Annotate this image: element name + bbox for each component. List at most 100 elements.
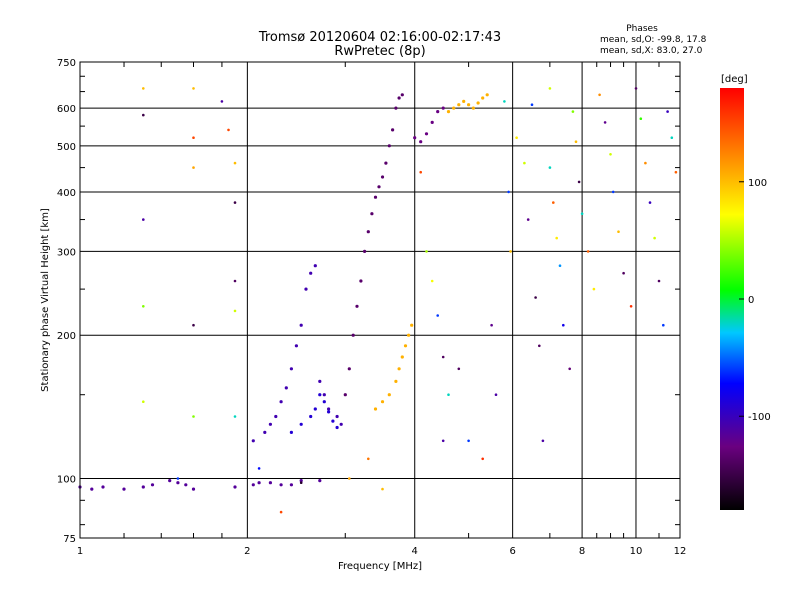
scattered-point: [142, 218, 145, 221]
scattered-point: [574, 140, 578, 143]
scattered-point: [670, 136, 674, 139]
y-tick-label: 750: [57, 58, 76, 69]
echo-point: [191, 487, 196, 491]
scattered-point: [441, 439, 445, 443]
echo-point: [476, 101, 480, 105]
echo-point: [394, 106, 398, 110]
scattered-point: [603, 121, 607, 124]
echo-point: [462, 99, 466, 103]
scattered-point: [233, 201, 237, 204]
phases-line-o: mean, sd,O: -99.8, 17.8: [600, 35, 707, 45]
echo-point: [380, 400, 385, 404]
scattered-point: [299, 481, 303, 485]
echo-point: [251, 439, 255, 443]
scattered-point: [609, 153, 612, 156]
scattered-point: [515, 136, 518, 139]
scattered-point: [617, 230, 620, 233]
scattered-point: [530, 103, 534, 106]
scattered-point: [622, 271, 625, 275]
echo-point: [251, 483, 255, 487]
scattered-point: [192, 415, 195, 418]
x-tick-label: 6: [509, 546, 515, 557]
echo-point: [424, 132, 429, 136]
echo-point: [184, 483, 188, 487]
echo-point: [263, 430, 267, 434]
scattered-point: [580, 212, 584, 215]
scattered-point: [653, 236, 656, 240]
scattered-point: [257, 467, 261, 470]
scattered-point: [571, 110, 575, 113]
echo-point: [304, 287, 308, 291]
echo-point: [485, 93, 489, 97]
colorbar-tick-label: 0: [748, 295, 754, 306]
y-tick-label: 200: [57, 331, 76, 342]
phases-heading: Phases: [626, 24, 658, 34]
echo-point: [294, 344, 298, 348]
x-tick-label: 8: [579, 546, 585, 557]
scattered-point: [541, 439, 545, 443]
chart-title: Tromsø 20120604 02:16:00-02:17:43: [258, 30, 501, 45]
scattered-point: [348, 477, 351, 480]
echo-point: [419, 140, 423, 144]
scattered-point: [629, 305, 633, 308]
scattered-point: [548, 87, 552, 90]
scattered-point: [644, 161, 647, 165]
scattered-point: [562, 323, 565, 327]
scattered-point: [648, 201, 652, 204]
echo-point: [471, 106, 475, 110]
echo-point: [391, 128, 395, 132]
scattered-point: [142, 87, 145, 90]
echo-point: [339, 422, 343, 426]
scattered-point: [441, 355, 445, 359]
echo-point: [400, 93, 404, 97]
echo-point: [318, 393, 322, 397]
scattered-point: [526, 218, 530, 221]
scattered-point: [552, 201, 555, 204]
echo-point: [122, 487, 126, 491]
scattered-point: [233, 309, 237, 313]
echo-point: [366, 230, 370, 234]
y-tick-label: 600: [57, 104, 76, 115]
scattered-point: [548, 166, 552, 169]
colorbar-tick-label: 100: [748, 178, 767, 189]
echo-point: [410, 323, 414, 327]
echo-point: [90, 487, 94, 491]
scattered-point: [657, 279, 661, 283]
x-tick-label: 1: [77, 546, 83, 557]
y-tick-label: 400: [57, 188, 76, 199]
scattered-point: [176, 477, 180, 480]
chart-subtitle: RwPretec (8p): [334, 44, 425, 59]
y-axis-label: Stationary phase Virtual Height [km]: [40, 208, 51, 392]
echo-point: [394, 379, 398, 383]
echo-point: [257, 481, 261, 485]
echo-point: [101, 485, 105, 489]
scattered-point: [233, 415, 237, 418]
scattered-point: [611, 190, 615, 194]
scattered-point: [538, 344, 541, 348]
echo-point: [313, 264, 317, 268]
colorbar-tick-label: -100: [748, 412, 771, 423]
echo-point: [335, 425, 339, 430]
scattered-point: [558, 264, 562, 268]
scattered-point: [634, 87, 638, 90]
scattered-point: [534, 296, 537, 299]
scattered-point: [494, 393, 498, 397]
points-layer: [78, 87, 678, 514]
echo-point: [467, 103, 471, 107]
scattered-point: [233, 161, 237, 165]
scattered-point: [447, 393, 450, 397]
colorbar-ticks: 100 0 -100: [739, 178, 771, 423]
echo-point: [309, 414, 313, 419]
scattered-point: [568, 367, 571, 371]
scattered-point: [674, 170, 678, 174]
scattered-point: [381, 487, 384, 491]
echo-point: [327, 407, 331, 411]
echo-point: [289, 483, 293, 487]
scattered-point: [523, 161, 526, 165]
scattered-point: [425, 250, 428, 253]
scattered-point: [586, 250, 590, 253]
plot-frame: [79, 61, 681, 539]
echo-point: [284, 386, 288, 390]
